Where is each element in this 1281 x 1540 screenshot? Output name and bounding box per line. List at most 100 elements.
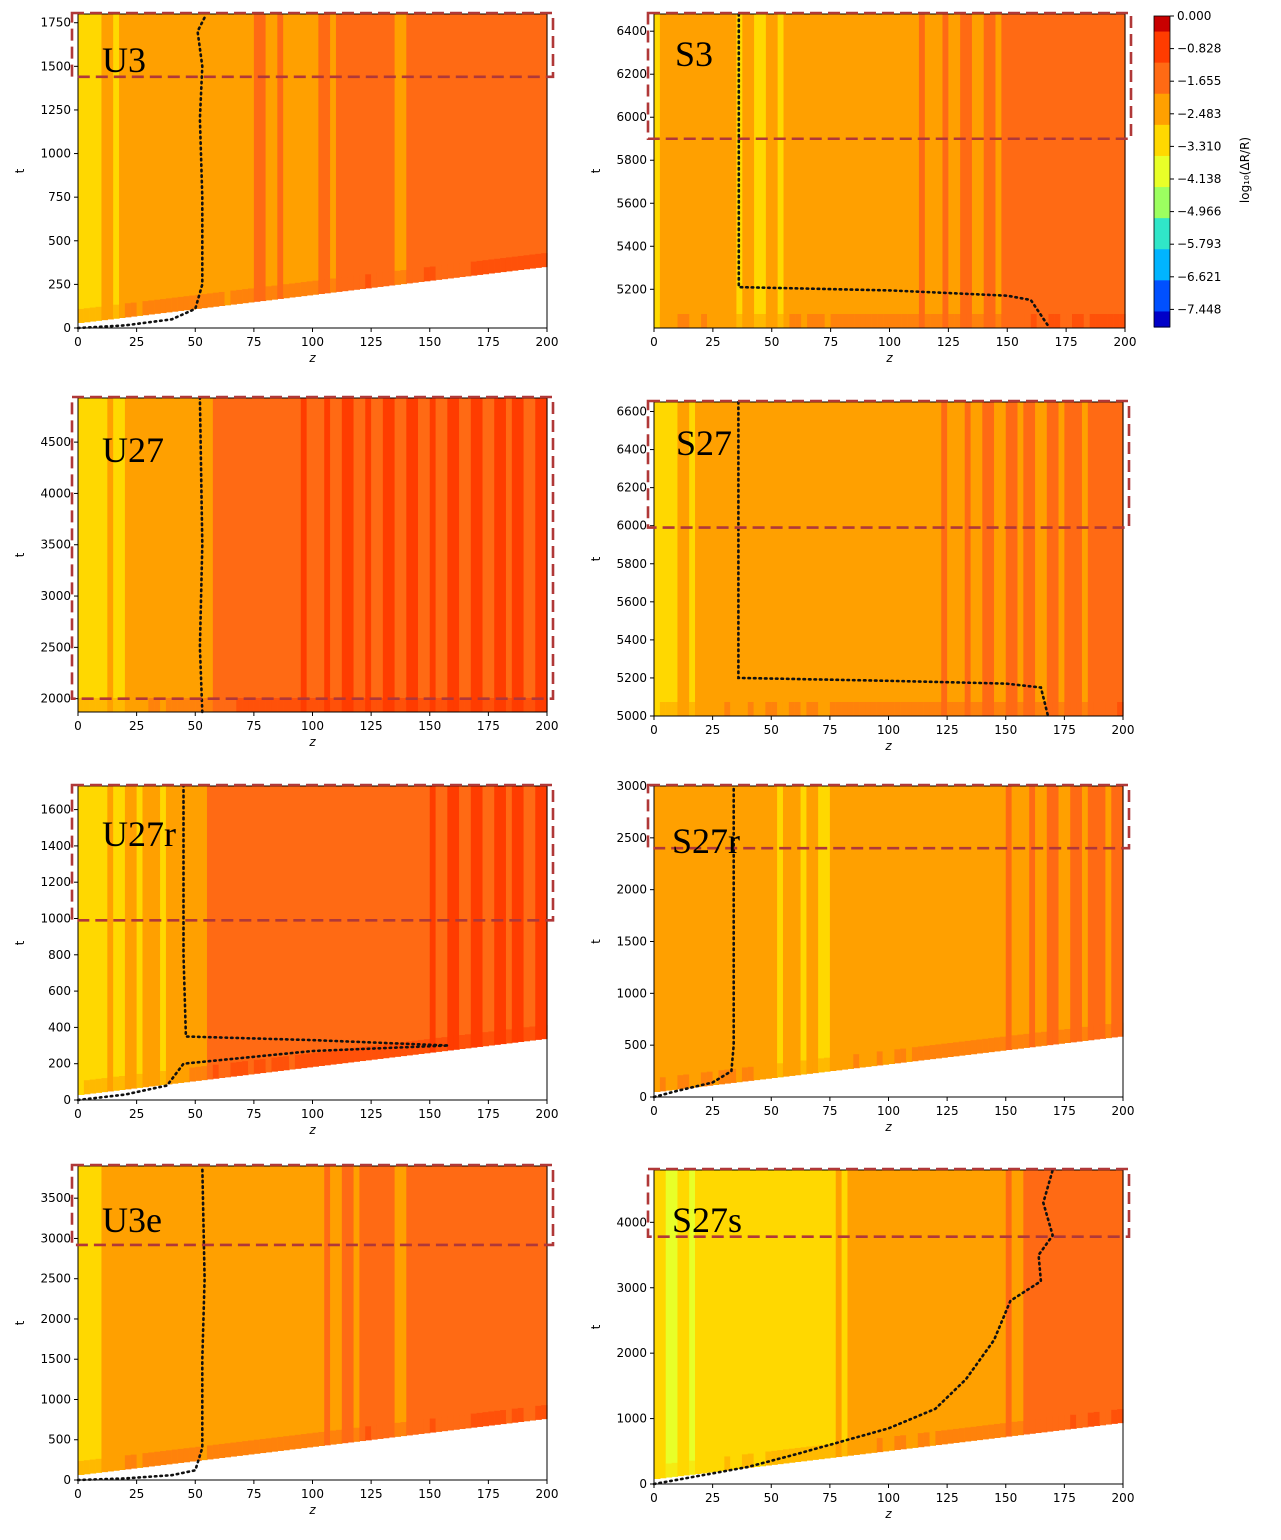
heat-cell [765, 14, 773, 328]
heat-cell [511, 398, 519, 712]
heat-cell [500, 1030, 507, 1045]
heat-cell [765, 402, 772, 716]
x-tick-label: 25 [705, 723, 720, 737]
heat-cell [224, 1443, 232, 1458]
heat-cell [747, 1170, 755, 1468]
colorbar-cell [1154, 78, 1170, 84]
x-tick-label: 25 [129, 335, 144, 349]
heat-cell [1095, 314, 1103, 328]
heat-cell [842, 14, 849, 328]
heat-cell [95, 306, 103, 321]
heat-cell [836, 14, 843, 328]
heat-cell [794, 1447, 802, 1462]
heat-cell [1072, 14, 1079, 328]
heat-cell [400, 1042, 407, 1057]
heat-cell [853, 786, 860, 1069]
heat-cell [359, 786, 366, 1062]
heat-cell [382, 786, 390, 1059]
colorbar-cell [1154, 181, 1170, 188]
heat-cell [1030, 314, 1038, 328]
heat-cell [124, 398, 132, 712]
heat-cell [277, 1166, 284, 1451]
heat-cell [212, 1166, 220, 1459]
heat-cell [283, 284, 290, 299]
heat-cell [1035, 1032, 1042, 1047]
heat-cell [470, 786, 478, 1048]
panel: 0 25 50 75 100 125 150 175 200025050075010001250… [13, 11, 558, 365]
heat-cell [394, 786, 402, 1057]
heat-cell [101, 1166, 108, 1473]
heat-cell [107, 698, 114, 712]
heat-cell [1024, 14, 1032, 328]
heat-cell [265, 14, 273, 301]
heat-cell [201, 786, 208, 1081]
heat-cell [724, 1069, 731, 1084]
heat-cell [1087, 1412, 1095, 1427]
heat-cell [230, 698, 237, 712]
heat-cell [224, 1063, 232, 1078]
heat-cell [759, 14, 767, 328]
heat-cell [841, 702, 849, 716]
heat-cell [435, 786, 443, 1052]
heat-cell [889, 314, 896, 328]
heat-cell [1040, 702, 1048, 716]
heat-cell [447, 14, 454, 279]
x-axis-label: z [884, 739, 892, 753]
heat-cell [394, 1042, 402, 1057]
heat-cell [671, 786, 679, 1090]
heat-cell [136, 398, 144, 712]
heat-cell [306, 698, 314, 712]
heat-cell [406, 269, 413, 284]
heat-cell [523, 698, 531, 712]
heat-cell [312, 398, 319, 712]
heat-cell [312, 1052, 319, 1067]
heat-cell [330, 1166, 337, 1445]
heat-cell [511, 1408, 519, 1423]
colorbar-cell [1154, 176, 1170, 183]
heat-cell [1052, 1416, 1060, 1431]
heat-cell [889, 14, 896, 328]
x-tick-label: 0 [74, 335, 82, 349]
heat-cell [435, 14, 443, 280]
x-tick-label: 150 [994, 1104, 1017, 1118]
heat-cell [724, 1456, 731, 1471]
heat-cell [224, 786, 232, 1078]
x-tick-label: 50 [764, 1104, 779, 1118]
heat-cell [730, 1455, 737, 1470]
heat-cell [923, 786, 931, 1060]
colorbar-cell [1154, 124, 1170, 131]
heat-cell [853, 1170, 860, 1455]
heat-cell [1007, 14, 1014, 328]
x-tick-label: 75 [823, 335, 838, 349]
highlight-box [70, 1163, 555, 1247]
heat-cell [748, 314, 755, 328]
colorbar-cell [1154, 31, 1170, 38]
heat-cell [160, 299, 167, 314]
heat-cell [505, 398, 513, 712]
heat-cell [148, 398, 155, 712]
heat-cell [913, 14, 920, 328]
heat-cell [418, 1419, 425, 1434]
heat-cell [78, 398, 85, 712]
heat-cell [982, 1038, 989, 1053]
heat-cell [230, 14, 237, 305]
heat-cell [353, 275, 360, 290]
heat-cell [476, 398, 484, 712]
panel: 0 25 50 75 100 125 150 175 200200025003000350040… [13, 395, 558, 749]
front-line [76, 1164, 206, 1482]
heat-cell [730, 702, 737, 716]
heat-cell [464, 262, 472, 277]
heat-cell [853, 1440, 860, 1455]
heat-cell [712, 1070, 720, 1085]
heat-cell [841, 1170, 849, 1457]
y-tick-label: 3000 [40, 1231, 71, 1245]
heat-cell [1093, 1170, 1101, 1426]
heat-cell [1111, 1023, 1118, 1038]
heat-cell [894, 786, 901, 1064]
x-tick-label: 175 [477, 719, 500, 733]
heat-cell [759, 702, 766, 716]
heat-cell [517, 14, 525, 270]
colorbar-cell [1154, 192, 1170, 199]
colorbar-cell [1154, 109, 1170, 116]
heat-cell [376, 786, 384, 1059]
